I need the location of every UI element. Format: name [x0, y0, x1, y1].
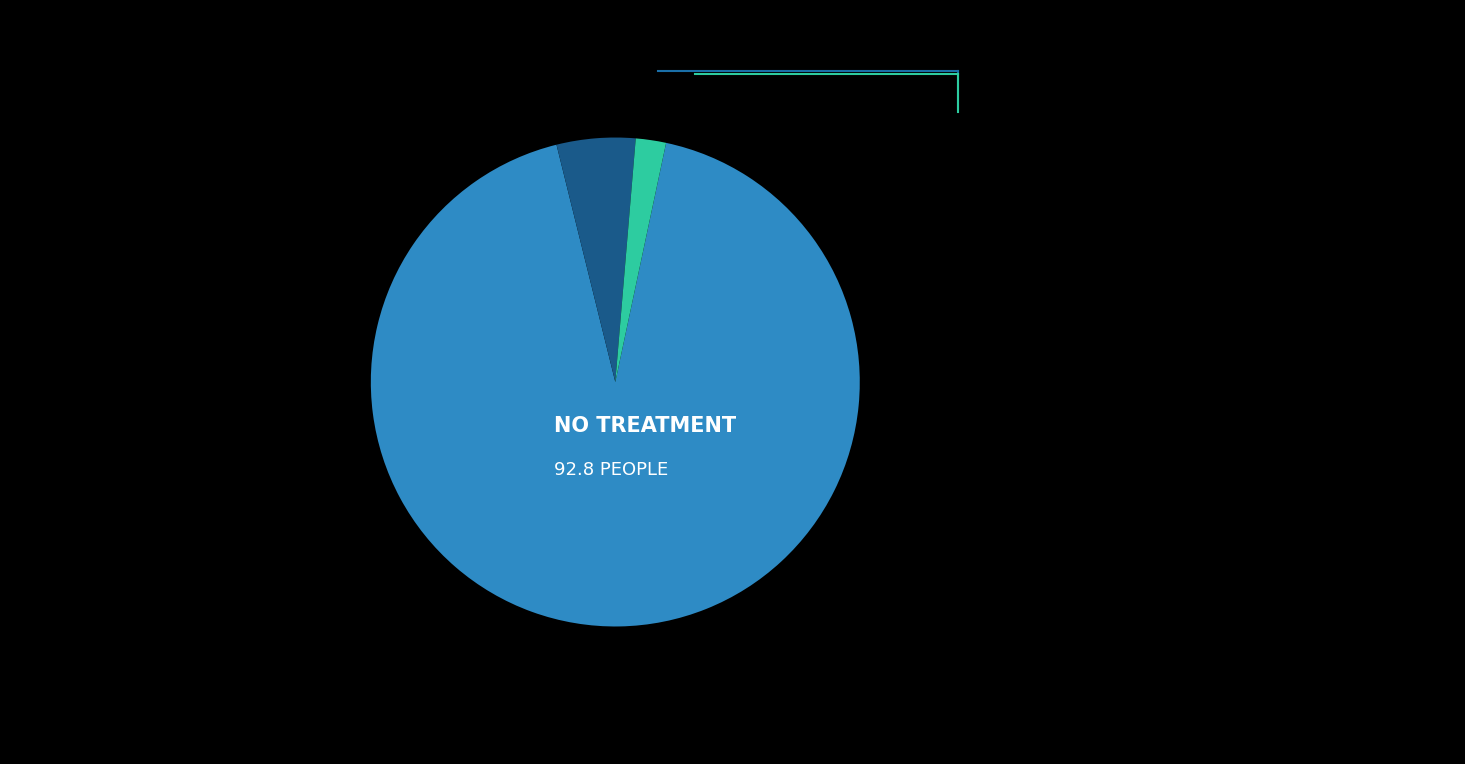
Text: NO TREATMENT: NO TREATMENT	[554, 416, 737, 436]
Wedge shape	[371, 143, 860, 626]
Text: 92.8 PEOPLE: 92.8 PEOPLE	[554, 461, 668, 479]
Wedge shape	[615, 138, 667, 382]
Wedge shape	[557, 138, 636, 382]
